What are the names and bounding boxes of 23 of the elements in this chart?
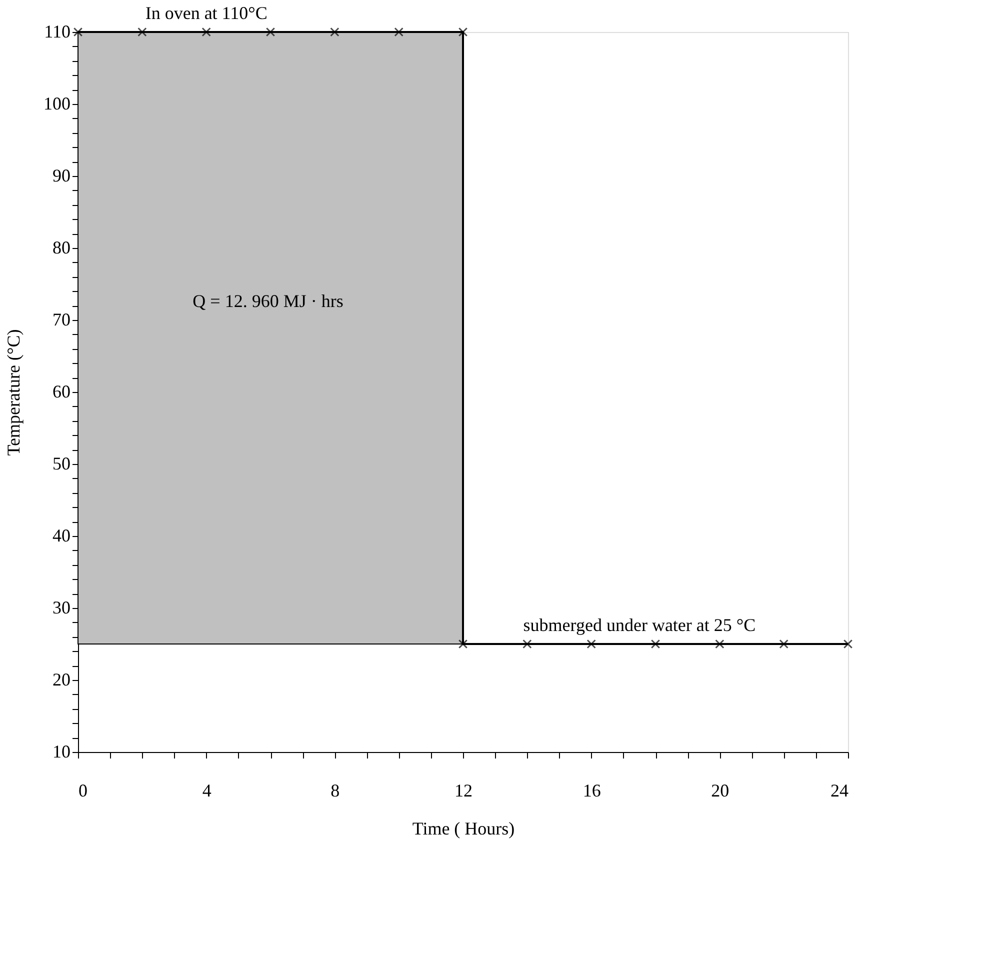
x-tick-label: 8 [330,780,340,800]
y-tick-label: 50 [52,454,70,474]
x-tick-label: 24 [830,780,848,800]
annotation: Q = 12. 960 MJ · hrs [192,291,344,311]
x-axis-title: Time ( Hours) [412,818,515,838]
y-tick-label: 40 [52,526,70,546]
annotation: In oven at 110°C [145,3,268,23]
x-tick-label: 20 [711,780,730,800]
x-tick-label: 12 [454,780,472,800]
y-tick-label: 70 [52,310,70,330]
y-tick-label: 80 [52,238,70,258]
y-tick-label: 30 [52,598,70,618]
y-tick-label: 90 [52,166,70,186]
y-tick-label: 110 [44,22,70,42]
y-tick-label: 60 [52,382,70,402]
y-axis-title: Temperature (°C) [4,329,24,456]
x-tick-label: 0 [78,780,88,800]
y-tick-label: 100 [44,94,70,114]
y-tick-label: 10 [52,742,70,762]
annotation: submerged under water at 25 °C [523,615,756,635]
x-tick-label: 16 [582,780,601,800]
x-tick-label: 4 [202,780,212,800]
y-tick-label: 20 [52,670,70,690]
